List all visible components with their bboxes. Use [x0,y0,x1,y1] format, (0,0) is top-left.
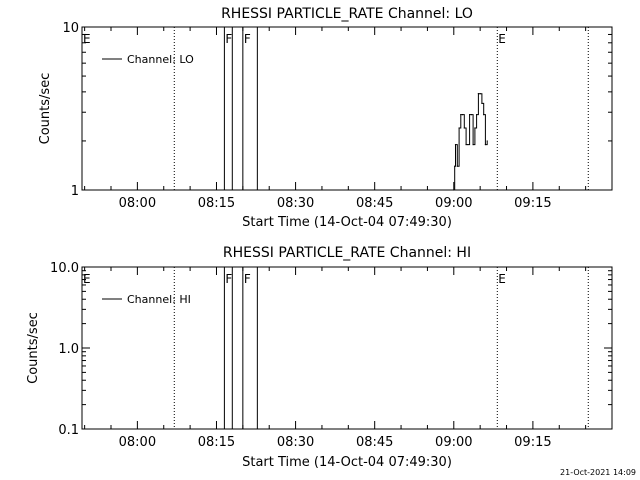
x-axis-label: Start Time (14-Oct-04 07:49:30) [242,215,452,230]
panel-hi: RHESSI PARTICLE_RATE Channel: HI Start Ti… [26,245,613,470]
data-point [483,114,485,116]
data-point [486,140,488,142]
data-point [479,93,481,95]
x-tick-label: 09:00 [435,435,472,450]
x-tick-label: 09:00 [435,196,472,211]
x-axis-label: Start Time (14-Oct-04 07:49:30) [242,455,452,470]
marker-label: F [225,32,232,46]
plot-frame [81,26,613,191]
x-tick-label: 08:00 [119,435,156,450]
y-axis-label: Counts/sec [38,73,53,145]
y-tick-label: 1.0 [58,342,79,357]
data-point [454,143,457,146]
y-tick-label: 10 [62,21,79,36]
x-tick-label: 08:30 [277,196,314,211]
x-tick-label: 08:45 [356,196,393,211]
y-tick-label: 1 [71,184,79,199]
data-point [467,143,469,146]
chart-title: RHESSI PARTICLE_RATE Channel: LO [221,6,473,22]
data-point [484,143,487,146]
data-point [458,127,460,129]
x-tick-label: 08:00 [119,196,156,211]
timestamp: 21-Oct-2021 14:09 [560,468,636,477]
x-tick-label: 09:15 [514,435,551,450]
data-point [465,143,467,146]
series-line [453,93,488,191]
data-point [476,114,478,116]
data-point [453,189,455,191]
marker-label: E [498,32,506,46]
marker-label: F [225,272,232,286]
data-point [472,143,474,146]
data-point [463,127,465,129]
chart-title: RHESSI PARTICLE_RATE Channel: HI [223,245,471,261]
marker-label: F [244,32,251,46]
data-point [460,114,462,116]
x-tick-label: 09:15 [514,196,551,211]
marker-label: E [83,32,91,46]
x-tick-label: 08:15 [198,435,235,450]
data-point [469,114,471,116]
legend-label: Channel: LO [127,53,194,66]
data-point [474,127,476,129]
plot-frame [81,266,613,430]
data-point [470,114,472,116]
marker-label: E [83,272,91,286]
data-point [454,165,456,167]
data-point [481,102,483,104]
legend-label: Channel: HI [127,293,191,306]
panel-lo: RHESSI PARTICLE_RATE Channel: LO Start Ti… [38,6,613,230]
data-point [456,165,458,167]
x-tick-label: 08:15 [198,196,235,211]
y-axis-label: Counts/sec [26,312,41,384]
x-tick-label: 08:45 [356,435,393,450]
y-tick-label: 0.1 [58,423,79,438]
marker-label: F [244,272,251,286]
marker-label: E [498,272,506,286]
y-tick-label: 10.0 [50,261,79,276]
data-point [461,114,464,116]
data-point [477,93,480,95]
x-tick-label: 08:30 [277,435,314,450]
